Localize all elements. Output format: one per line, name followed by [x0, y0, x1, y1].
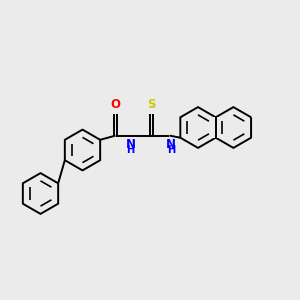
Text: O: O: [110, 98, 121, 111]
Text: N: N: [166, 138, 176, 151]
Text: N: N: [125, 138, 136, 151]
Text: H: H: [126, 145, 135, 155]
Text: H: H: [167, 145, 175, 155]
Text: S: S: [147, 98, 156, 111]
